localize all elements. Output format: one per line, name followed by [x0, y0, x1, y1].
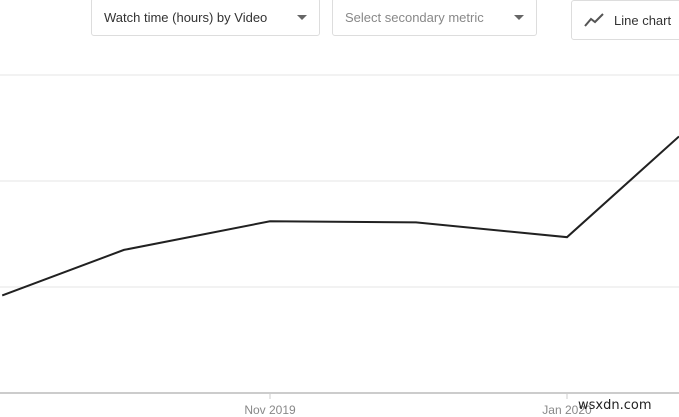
chart-type-dropdown[interactable]: Line chart: [571, 0, 679, 40]
x-tick-label: Nov 2019: [244, 403, 296, 417]
secondary-metric-placeholder: Select secondary metric: [345, 9, 484, 25]
chevron-down-icon: [297, 14, 307, 20]
line-chart-icon: [584, 13, 604, 27]
series-line: [1, 135, 679, 297]
chart-type-label: Line chart: [614, 12, 672, 28]
primary-metric-dropdown[interactable]: Watch time (hours) by Video: [91, 0, 320, 36]
primary-metric-label: Watch time (hours) by Video: [104, 9, 268, 25]
secondary-metric-dropdown[interactable]: Select secondary metric: [332, 0, 537, 36]
watermark: wsxdn.com: [578, 398, 652, 413]
chevron-down-icon: [514, 14, 524, 20]
x-tick-label: Jan 2020: [542, 403, 592, 417]
